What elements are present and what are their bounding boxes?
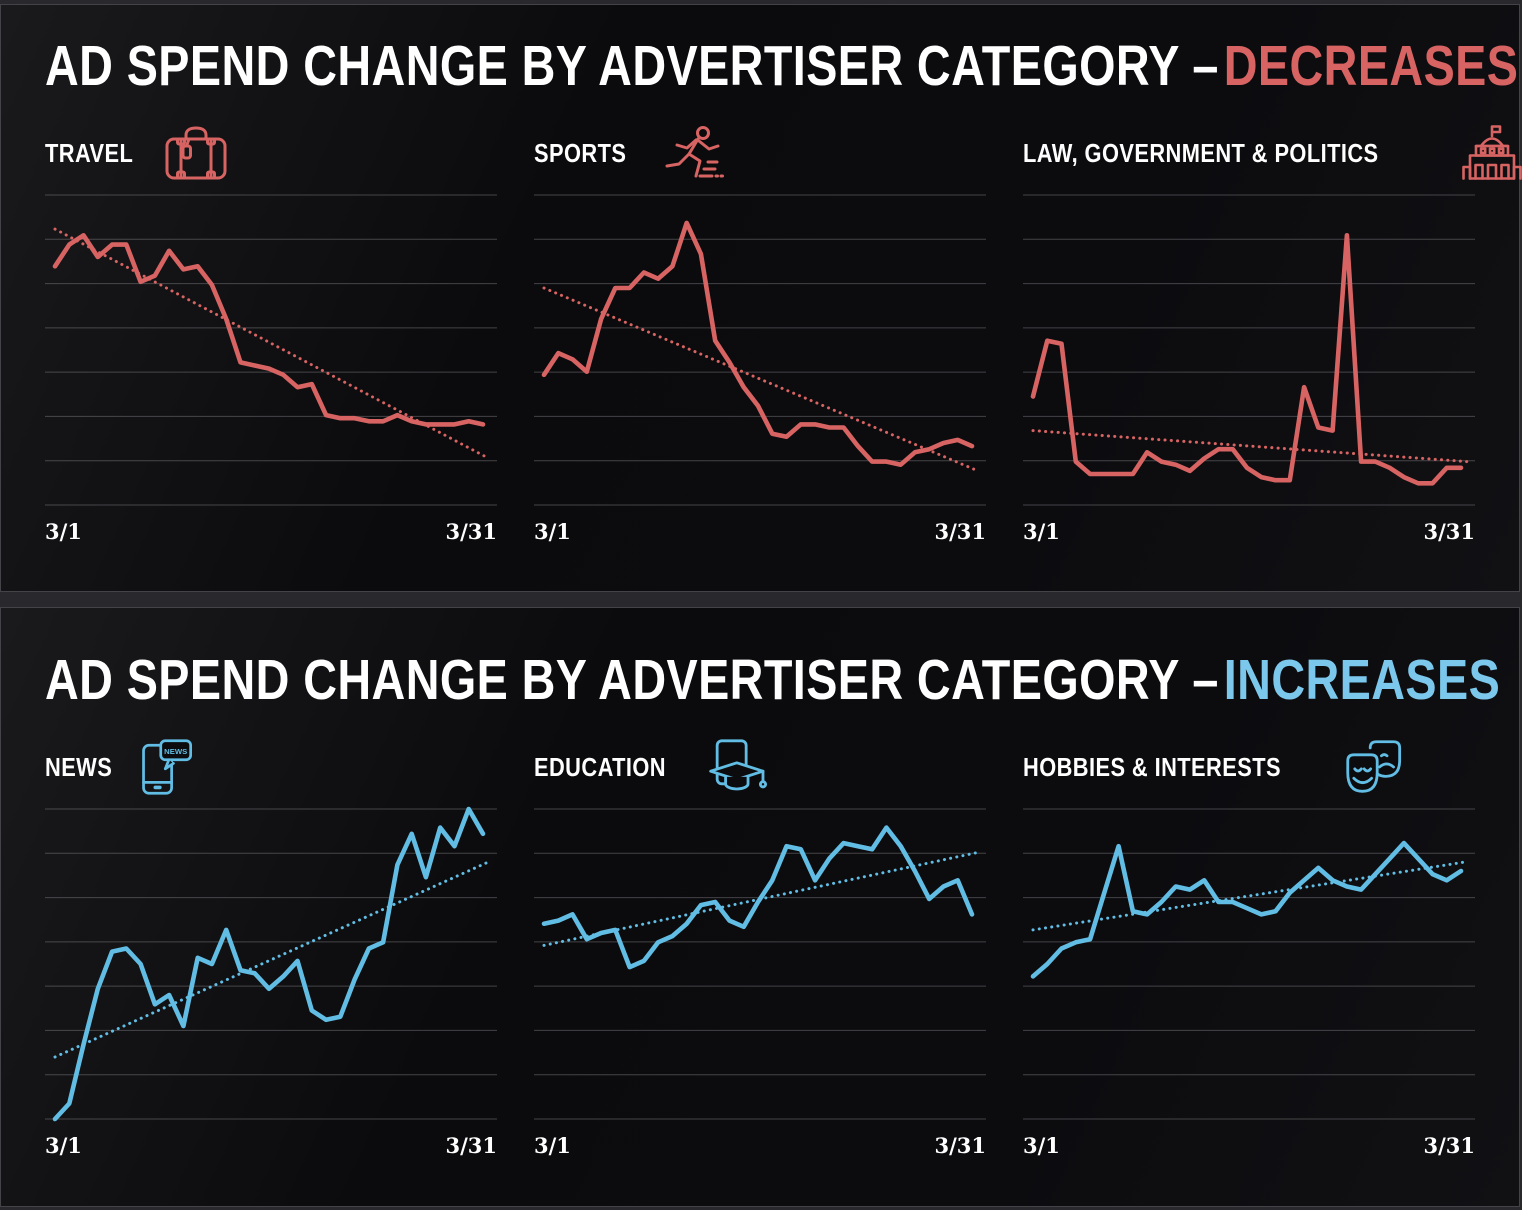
x-tick-start: 3/1 [1023, 519, 1060, 544]
x-tick-end: 3/31 [445, 519, 497, 544]
education-header: EDUCATION [534, 735, 986, 799]
law-line-chart [1023, 191, 1475, 509]
travel-header: TRAVEL [45, 121, 497, 185]
law-header: LAW, GOVERNMENT & POLITICS [1023, 121, 1522, 185]
runner-icon [658, 124, 726, 182]
x-tick-start: 3/1 [534, 519, 571, 544]
increases-charts-row: NEWS NEWS 3/1 3/31 [45, 735, 1475, 1158]
travel-label: TRAVEL [45, 137, 134, 168]
theater-masks-icon [1344, 738, 1406, 796]
increases-panel: AD SPEND CHANGE BY ADVERTISER CATEGORY –… [0, 607, 1520, 1207]
chart-hobbies-interests: HOBBIES & INTERESTS 3/1 3/31 [1023, 735, 1475, 1158]
law-x-axis: 3/1 3/31 [1023, 519, 1475, 544]
sports-x-axis: 3/1 3/31 [534, 519, 986, 544]
title-accent-decreases: DECREASES [1223, 34, 1519, 98]
decreases-charts-row: TRAVEL [45, 121, 1522, 544]
news-header: NEWS NEWS [45, 735, 497, 799]
panel-title-increases: AD SPEND CHANGE BY ADVERTISER CATEGORY –… [45, 608, 1500, 712]
x-tick-start: 3/1 [45, 1133, 82, 1158]
chart-sports: SPORTS 3/1 3/31 [534, 121, 986, 544]
hobbies-header: HOBBIES & INTERESTS [1023, 735, 1475, 799]
news-line-chart [45, 805, 497, 1123]
suitcase-icon [164, 124, 228, 182]
title-text: AD SPEND CHANGE BY ADVERTISER CATEGORY – [45, 34, 1219, 98]
x-tick-end: 3/31 [1423, 519, 1475, 544]
education-line-chart [534, 805, 986, 1123]
x-tick-start: 3/1 [1023, 1133, 1060, 1158]
travel-line-chart [45, 191, 497, 509]
panel-title-decreases: AD SPEND CHANGE BY ADVERTISER CATEGORY –… [45, 5, 1518, 98]
title-accent-increases: INCREASES [1223, 648, 1501, 712]
chart-law-gov-politics: LAW, GOVERNMENT & POLITICS [1023, 121, 1522, 544]
x-tick-end: 3/31 [1423, 1133, 1475, 1158]
sports-label: SPORTS [534, 137, 627, 168]
graduation-cap-icon [705, 738, 767, 796]
chart-education: EDUCATION 3/1 3/31 [534, 735, 986, 1158]
x-tick-end: 3/31 [934, 519, 986, 544]
title-text: AD SPEND CHANGE BY ADVERTISER CATEGORY – [45, 648, 1219, 712]
chart-news: NEWS NEWS 3/1 3/31 [45, 735, 497, 1158]
x-tick-end: 3/31 [934, 1133, 986, 1158]
x-tick-end: 3/31 [445, 1133, 497, 1158]
hobbies-label: HOBBIES & INTERESTS [1023, 751, 1281, 782]
chart-travel: TRAVEL [45, 121, 497, 544]
hobbies-x-axis: 3/1 3/31 [1023, 1133, 1475, 1158]
news-phone-icon: NEWS [139, 738, 193, 796]
news-label: NEWS [45, 751, 113, 782]
law-label: LAW, GOVERNMENT & POLITICS [1023, 137, 1379, 168]
x-tick-start: 3/1 [45, 519, 82, 544]
x-tick-start: 3/1 [534, 1133, 571, 1158]
education-label: EDUCATION [534, 751, 666, 782]
capitol-icon [1460, 124, 1522, 182]
decreases-panel: AD SPEND CHANGE BY ADVERTISER CATEGORY –… [0, 4, 1522, 592]
news-x-axis: 3/1 3/31 [45, 1133, 497, 1158]
sports-header: SPORTS [534, 121, 986, 185]
education-x-axis: 3/1 3/31 [534, 1133, 986, 1158]
panel-divider [0, 592, 1522, 607]
sports-line-chart [534, 191, 986, 509]
news-bubble-text: NEWS [164, 747, 187, 756]
travel-x-axis: 3/1 3/31 [45, 519, 497, 544]
hobbies-line-chart [1023, 805, 1475, 1123]
